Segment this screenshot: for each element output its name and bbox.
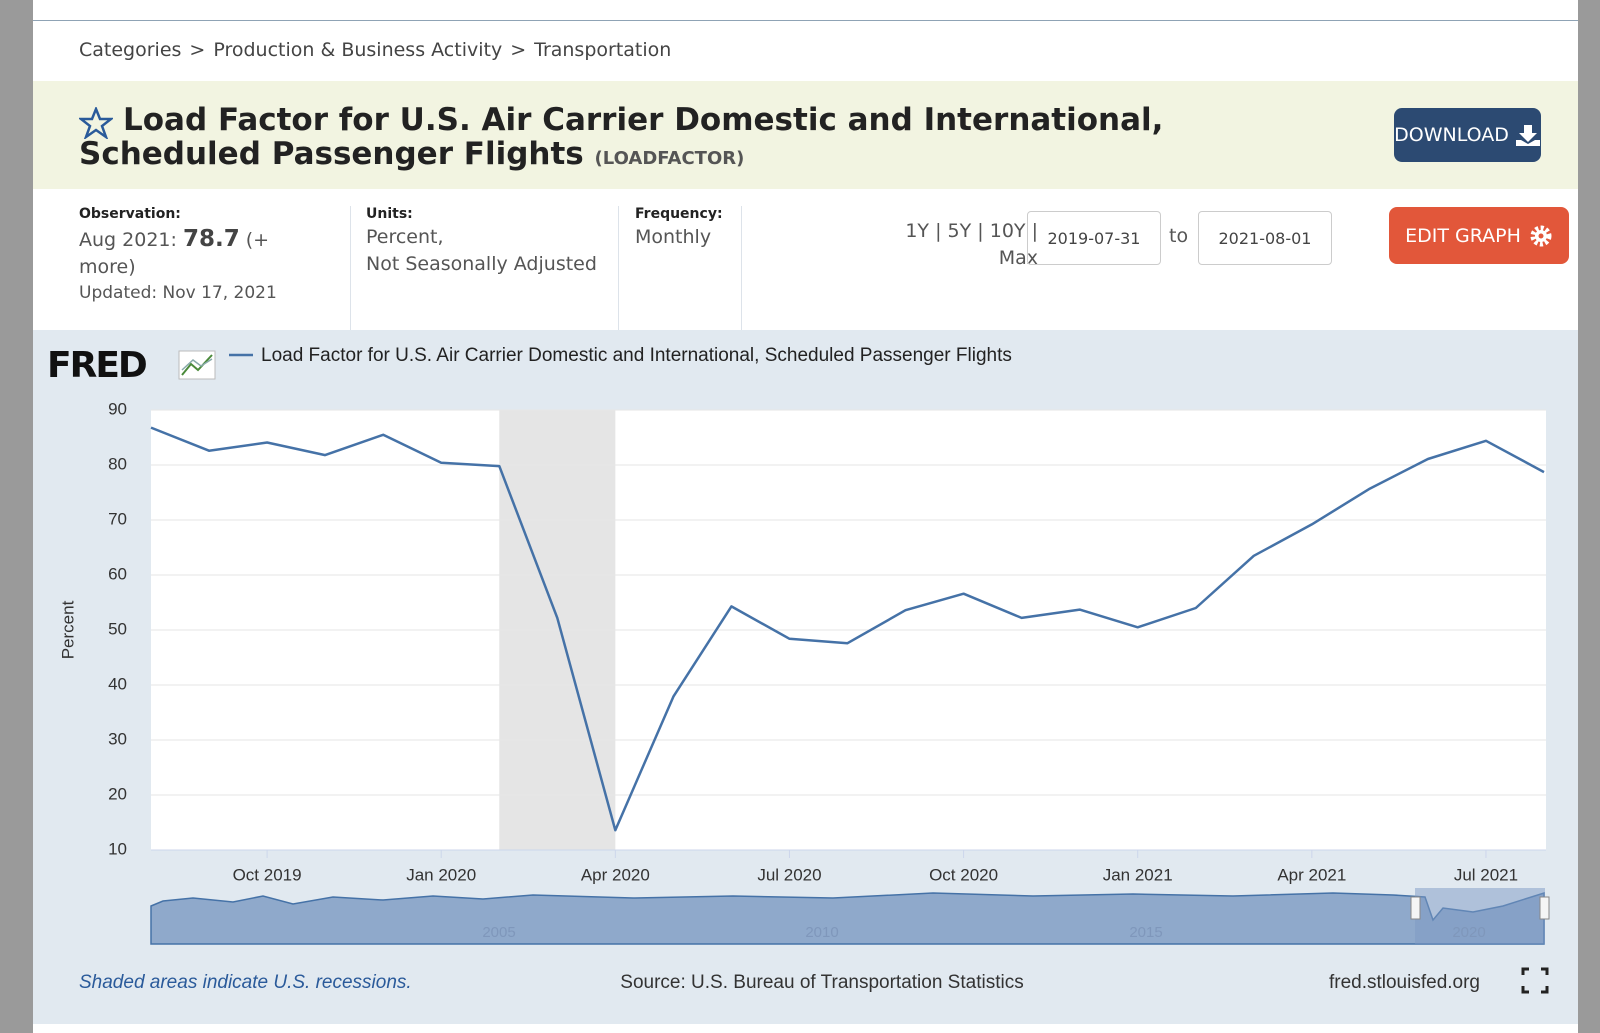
download-icon [1515,125,1540,146]
legend-label: Load Factor for U.S. Air Carrier Domesti… [261,345,1012,366]
chart: FRED 10 20 30 40 50 60 70 80 90 Oct 2019 Jan 2020 A… [33,330,1578,1024]
series-line [150,426,1545,832]
y-tick-label: 60 [108,564,127,583]
range-link[interactable]: 1Y [905,220,930,242]
crumb-sep: > [189,39,206,61]
label: Observation: [79,206,181,222]
series-id: (LOADFACTOR) [594,148,745,169]
range-sep: | [1031,220,1038,242]
more-link[interactable]: (+ more) [79,229,270,278]
breadcrumb: Categories > Production & Business Activit… [79,39,679,61]
panel: Categories > Production & Business Activit… [33,0,1578,1033]
y-tick-label: 10 [108,839,127,858]
download-button[interactable]: DOWNLOAD [1394,108,1541,162]
title-text: Load Factor for U.S. Air Carrier Domesti… [79,102,1164,172]
fred-logo: FRED [47,345,146,386]
y-tick-label: 30 [108,729,127,748]
download-label: DOWNLOAD [1394,124,1509,146]
navigator-label: 2005 [482,924,515,941]
frequency-value: Monthly [635,226,712,248]
y-tick-label: 80 [108,454,127,473]
range-link[interactable]: 5Y [947,220,972,242]
range-sep: | [977,220,984,242]
crumb-link[interactable]: Categories [79,39,182,61]
navigator-window[interactable] [1415,888,1545,944]
units-2: Not Seasonally Adjusted [366,253,597,275]
source: Source: U.S. Bureau of Transportation St… [620,972,1023,993]
x-tick-label: Jan 2021 [1103,865,1173,884]
divider [741,206,742,330]
x-tick-label: Jul 2021 [1454,865,1518,884]
edit-label: EDIT GRAPH [1405,224,1521,247]
start-date[interactable]: 2019-07-31 [1027,211,1161,265]
title-band: Load Factor for U.S. Air Carrier Domesti… [33,81,1578,189]
x-tick-label: Apr 2020 [581,865,650,884]
obs-date: Aug 2021: [79,229,177,251]
title: Load Factor for U.S. Air Carrier Domesti… [79,103,1329,176]
recession-note: Shaded areas indicate U.S. recessions. [79,972,412,993]
frequency: Frequency: Monthly [635,206,723,251]
crumb-link[interactable]: Transportation [534,39,672,61]
y-tick-label: 50 [108,619,127,638]
divider [618,206,619,330]
navigator-series [150,891,1545,945]
obs-value: 78.7 [182,226,240,252]
x-tick-label: Jul 2020 [757,865,821,884]
navigator-label: 2010 [805,924,838,941]
observation: Observation: Aug 2021: 78.7 (+ more) Upd… [79,206,329,303]
updated: Updated: Nov 17, 2021 [79,283,277,303]
range-link[interactable]: 10Y [989,220,1026,242]
logo-icon [178,350,216,380]
x-tick-label: Apr 2021 [1277,865,1346,884]
divider [350,206,351,330]
y-tick-label: 90 [108,399,127,418]
y-tick-label: 40 [108,674,127,693]
x-tick-label: Oct 2019 [233,865,302,884]
top-border [33,20,1578,21]
label: Frequency: [635,206,723,222]
gear-icon [1530,225,1552,246]
units: Units: Percent, Not Seasonally Adjusted [366,206,597,278]
x-tick-label: Jan 2020 [406,865,476,884]
range-links: 1Y | 5Y | 10Y | Max [853,218,1038,272]
edit-graph-button[interactable]: EDIT GRAPH [1389,207,1569,264]
range-sep: | [935,220,942,242]
label: Units: [366,206,413,222]
y-tick-label: 70 [108,509,127,528]
star-icon[interactable] [79,107,113,139]
x-tick-label: Oct 2020 [929,865,998,884]
y-tick-label: 20 [108,784,127,803]
site: fred.stlouisfed.org [1329,972,1480,993]
navigator-handle[interactable] [1410,896,1421,920]
y-axis-label: Percent [58,600,77,659]
navigator-label: 2015 [1129,924,1162,941]
crumb-sep: > [510,39,527,61]
fullscreen-icon[interactable] [1521,967,1549,994]
to: to [1169,225,1189,247]
crumb-link[interactable]: Production & Business Activity [213,39,503,61]
navigator-label: 2020 [1452,924,1485,941]
obs-text: Aug 2021: 78.7 (+ more) [79,226,329,281]
navigator-handle[interactable] [1539,896,1550,920]
units-1: Percent, [366,226,444,248]
end-date[interactable]: 2021-08-01 [1198,211,1332,265]
